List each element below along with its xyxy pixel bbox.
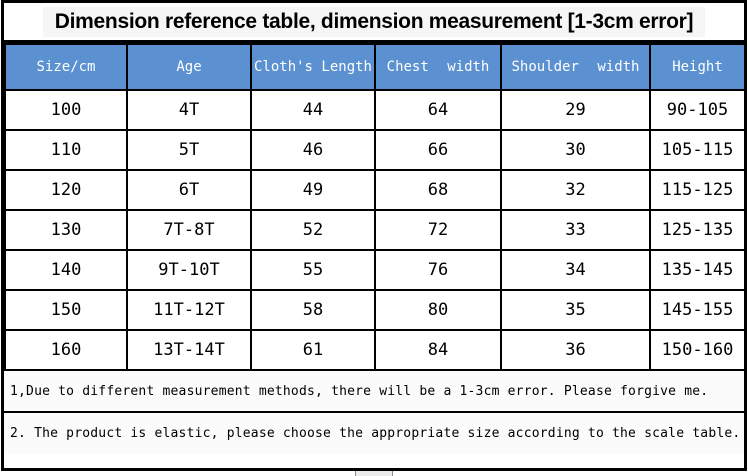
cell-chest-width: 76 <box>374 249 502 291</box>
cell-cloth-length: 58 <box>250 289 376 331</box>
cell-size: 100 <box>4 89 128 131</box>
cell-shoulder-width: 29 <box>500 89 651 131</box>
cell-height: 125-135 <box>649 209 746 251</box>
cell-size: 130 <box>4 209 128 251</box>
cell-cloth-length: 52 <box>250 209 376 251</box>
cell-chest-width: 72 <box>374 209 502 251</box>
cell-height: 135-145 <box>649 249 746 291</box>
column-header-age: Age <box>126 43 252 91</box>
note-elastic-product: 2. The product is elastic, please choose… <box>4 411 744 454</box>
cell-shoulder-width: 34 <box>500 249 651 291</box>
cell-age: 4T <box>126 89 252 131</box>
cell-size: 140 <box>4 249 128 291</box>
cell-shoulder-width: 30 <box>500 129 651 171</box>
column-header-chest-width: Chest width <box>374 43 502 91</box>
cell-chest-width: 80 <box>374 289 502 331</box>
cell-age: 13T-14T <box>126 329 252 371</box>
cell-age: 6T <box>126 169 252 211</box>
chart-title-bar: Dimension reference table, dimension mea… <box>4 3 744 43</box>
cell-chest-width: 84 <box>374 329 502 371</box>
size-table: Size/cm Age Cloth's Length Chest width S… <box>4 43 746 371</box>
cell-height: 150-160 <box>649 329 746 371</box>
footer-notes: 1,Due to different measurement methods, … <box>4 371 744 454</box>
cell-height: 105-115 <box>649 129 746 171</box>
column-header-cloth-length: Cloth's Length <box>250 43 376 91</box>
cell-height: 90-105 <box>649 89 746 131</box>
cell-cloth-length: 44 <box>250 89 376 131</box>
table-row: 150 11T-12T 58 80 35 145-155 <box>4 289 746 331</box>
cell-age: 7T-8T <box>126 209 252 251</box>
cell-height: 145-155 <box>649 289 746 331</box>
table-row: 100 4T 44 64 29 90-105 <box>4 89 746 131</box>
table-row: 160 13T-14T 61 84 36 150-160 <box>4 329 746 371</box>
cell-cloth-length: 49 <box>250 169 376 211</box>
cell-height: 115-125 <box>649 169 746 211</box>
table-row: 110 5T 46 66 30 105-115 <box>4 129 746 171</box>
cell-size: 150 <box>4 289 128 331</box>
column-header-height: Height <box>649 43 746 91</box>
cell-cloth-length: 46 <box>250 129 376 171</box>
cell-shoulder-width: 35 <box>500 289 651 331</box>
cell-age: 5T <box>126 129 252 171</box>
chart-title: Dimension reference table, dimension mea… <box>42 6 706 37</box>
cell-size: 120 <box>4 169 128 211</box>
cutoff-cell-stub <box>355 471 393 476</box>
cutoff-next-row-strip <box>0 471 748 476</box>
cell-age: 9T-10T <box>126 249 252 291</box>
table-row: 140 9T-10T 55 76 34 135-145 <box>4 249 746 291</box>
cell-shoulder-width: 33 <box>500 209 651 251</box>
cell-size: 110 <box>4 129 128 171</box>
table-row: 130 7T-8T 52 72 33 125-135 <box>4 209 746 251</box>
note-measurement-error: 1,Due to different measurement methods, … <box>10 383 709 399</box>
cell-shoulder-width: 32 <box>500 169 651 211</box>
cell-chest-width: 64 <box>374 89 502 131</box>
cell-size: 160 <box>4 329 128 371</box>
cell-shoulder-width: 36 <box>500 329 651 371</box>
cell-age: 11T-12T <box>126 289 252 331</box>
header-row: Size/cm Age Cloth's Length Chest width S… <box>4 43 746 91</box>
cell-chest-width: 68 <box>374 169 502 211</box>
cell-chest-width: 66 <box>374 129 502 171</box>
cell-cloth-length: 61 <box>250 329 376 371</box>
column-header-size: Size/cm <box>4 43 128 91</box>
cell-cloth-length: 55 <box>250 249 376 291</box>
column-header-shoulder-width: Shoulder width <box>500 43 651 91</box>
table-row: 120 6T 49 68 32 115-125 <box>4 169 746 211</box>
